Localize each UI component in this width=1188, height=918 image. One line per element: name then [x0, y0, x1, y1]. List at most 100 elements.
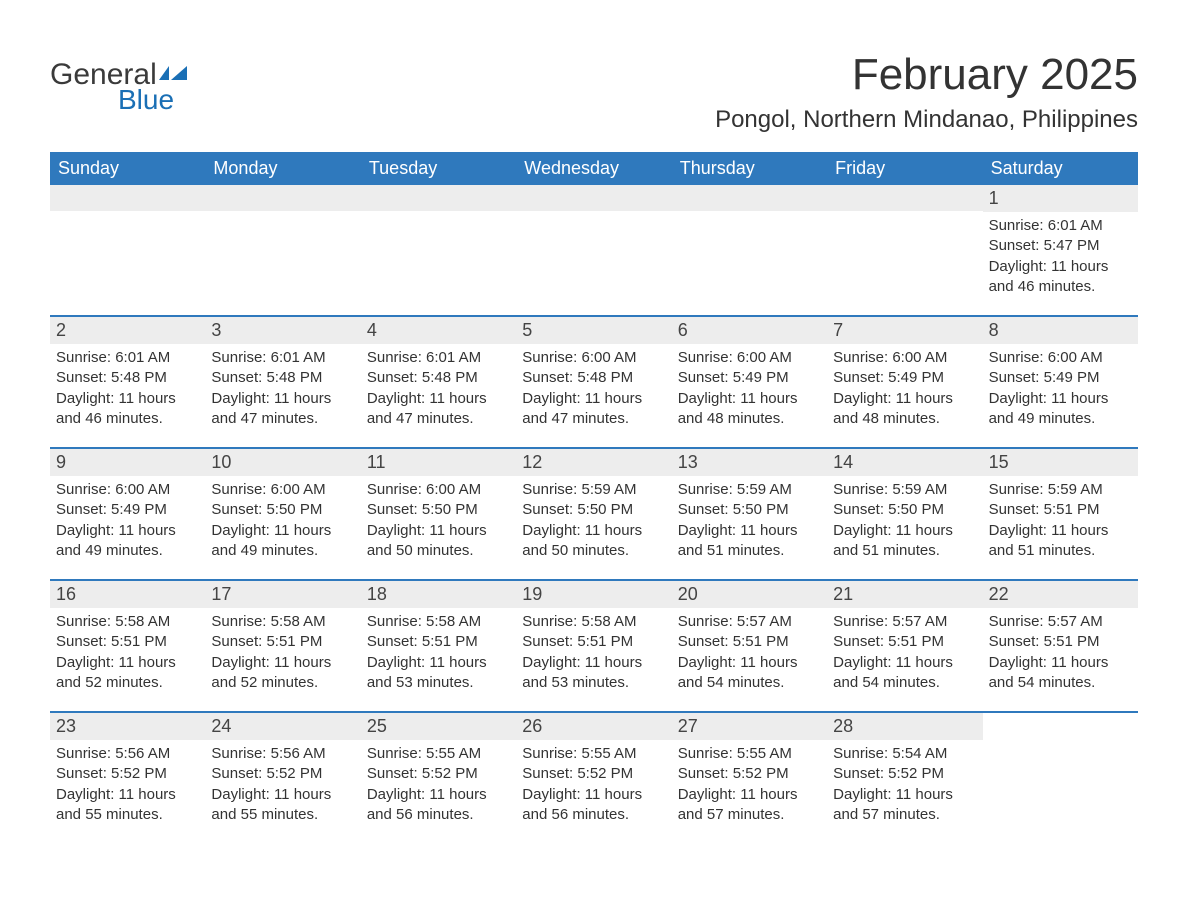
- sunset-text: Sunset: 5:50 PM: [211, 500, 354, 520]
- title-block: February 2025 Pongol, Northern Mindanao,…: [715, 50, 1138, 134]
- day-details: Sunrise: 6:00 AMSunset: 5:49 PMDaylight:…: [831, 348, 976, 429]
- calendar-week: 2Sunrise: 6:01 AMSunset: 5:48 PMDaylight…: [50, 315, 1138, 447]
- sunset-text: Sunset: 5:52 PM: [522, 764, 665, 784]
- day-cell: 20 Sunrise: 5:57 AMSunset: 5:51 PMDayligh…: [672, 581, 827, 711]
- sunrise-text: Sunrise: 5:57 AM: [989, 612, 1132, 632]
- day-cell: 2 Sunrise: 6:01 AMSunset: 5:48 PMDaylight…: [50, 317, 205, 447]
- day-cell: 16Sunrise: 5:58 AMSunset: 5:51 PMDayligh…: [50, 581, 205, 711]
- day-cell: 8Sunrise: 6:00 AMSunset: 5:49 PMDaylight…: [983, 317, 1138, 447]
- daylight-text: Daylight: 11 hours and 49 minutes.: [211, 521, 354, 562]
- daylight-text: Daylight: 11 hours and 54 minutes.: [678, 653, 821, 694]
- sunrise-text: Sunrise: 6:00 AM: [989, 348, 1132, 368]
- sunrise-text: Sunrise: 6:00 AM: [56, 480, 199, 500]
- brand-logo: General Blue: [50, 50, 187, 114]
- sunrise-text: Sunrise: 6:00 AM: [678, 348, 821, 368]
- day-details: Sunrise: 6:01 AMSunset: 5:48 PMDaylight:…: [365, 348, 510, 429]
- day-cell: 1Sunrise: 6:01 AMSunset: 5:47 PMDaylight…: [983, 185, 1138, 315]
- day-number: 14: [827, 449, 982, 476]
- day-cell: [205, 185, 360, 315]
- day-number: 24: [205, 713, 360, 740]
- day-cell: 22Sunrise: 5:57 AMSunset: 5:51 PMDayligh…: [983, 581, 1138, 711]
- day-number: 5: [516, 317, 671, 344]
- page-header: General Blue February 2025 Pongol, North…: [50, 50, 1138, 134]
- day-number: 26: [516, 713, 671, 740]
- day-cell: 7Sunrise: 6:00 AMSunset: 5:49 PMDaylight…: [827, 317, 982, 447]
- sunset-text: Sunset: 5:51 PM: [56, 632, 199, 652]
- day-cell: 17Sunrise: 5:58 AMSunset: 5:51 PMDayligh…: [205, 581, 360, 711]
- daylight-text: Daylight: 11 hours and 50 minutes.: [522, 521, 665, 562]
- daylight-text: Daylight: 11 hours and 57 minutes.: [678, 785, 821, 826]
- daylight-text: Daylight: 11 hours and 49 minutes.: [989, 389, 1132, 430]
- day-number: 28: [827, 713, 982, 740]
- weeks-container: 1Sunrise: 6:01 AMSunset: 5:47 PMDaylight…: [50, 185, 1138, 843]
- day-details: Sunrise: 6:01 AMSunset: 5:48 PMDaylight:…: [54, 348, 199, 429]
- day-cell: 5 Sunrise: 6:00 AMSunset: 5:48 PMDaylight…: [516, 317, 671, 447]
- daylight-text: Daylight: 11 hours and 54 minutes.: [833, 653, 976, 694]
- calendar: Sunday Monday Tuesday Wednesday Thursday…: [50, 152, 1138, 843]
- sunrise-text: Sunrise: 5:58 AM: [522, 612, 665, 632]
- weekday-monday: Monday: [205, 152, 360, 185]
- day-number: 3: [205, 317, 360, 344]
- day-details: Sunrise: 5:58 AMSunset: 5:51 PMDaylight:…: [209, 612, 354, 693]
- day-number: [672, 185, 827, 211]
- day-number: 20: [672, 581, 827, 608]
- day-details: Sunrise: 5:55 AMSunset: 5:52 PMDaylight:…: [676, 744, 821, 825]
- sunset-text: Sunset: 5:51 PM: [833, 632, 976, 652]
- day-number: 2: [50, 317, 205, 344]
- day-details: Sunrise: 6:01 AMSunset: 5:47 PMDaylight:…: [987, 216, 1132, 297]
- daylight-text: Daylight: 11 hours and 47 minutes.: [522, 389, 665, 430]
- day-details: Sunrise: 5:54 AMSunset: 5:52 PMDaylight:…: [831, 744, 976, 825]
- day-number: 27: [672, 713, 827, 740]
- day-number: 4: [361, 317, 516, 344]
- calendar-week: 9Sunrise: 6:00 AMSunset: 5:49 PMDaylight…: [50, 447, 1138, 579]
- weekday-wednesday: Wednesday: [516, 152, 671, 185]
- weekday-sunday: Sunday: [50, 152, 205, 185]
- day-cell: 19Sunrise: 5:58 AMSunset: 5:51 PMDayligh…: [516, 581, 671, 711]
- day-details: Sunrise: 5:59 AMSunset: 5:50 PMDaylight:…: [676, 480, 821, 561]
- sunset-text: Sunset: 5:50 PM: [522, 500, 665, 520]
- day-cell: 15Sunrise: 5:59 AMSunset: 5:51 PMDayligh…: [983, 449, 1138, 579]
- sunset-text: Sunset: 5:50 PM: [367, 500, 510, 520]
- calendar-week: 1Sunrise: 6:01 AMSunset: 5:47 PMDaylight…: [50, 185, 1138, 315]
- day-details: Sunrise: 6:00 AMSunset: 5:49 PMDaylight:…: [676, 348, 821, 429]
- day-details: Sunrise: 6:00 AMSunset: 5:49 PMDaylight:…: [987, 348, 1132, 429]
- sunrise-text: Sunrise: 5:59 AM: [522, 480, 665, 500]
- sunrise-text: Sunrise: 5:56 AM: [211, 744, 354, 764]
- day-details: Sunrise: 6:00 AMSunset: 5:49 PMDaylight:…: [54, 480, 199, 561]
- sunrise-text: Sunrise: 6:00 AM: [211, 480, 354, 500]
- sunrise-text: Sunrise: 5:57 AM: [678, 612, 821, 632]
- day-number: 18: [361, 581, 516, 608]
- day-cell: 12Sunrise: 5:59 AMSunset: 5:50 PMDayligh…: [516, 449, 671, 579]
- calendar-week: 16Sunrise: 5:58 AMSunset: 5:51 PMDayligh…: [50, 579, 1138, 711]
- day-number: 11: [361, 449, 516, 476]
- day-details: Sunrise: 5:55 AMSunset: 5:52 PMDaylight:…: [365, 744, 510, 825]
- day-details: Sunrise: 5:59 AMSunset: 5:50 PMDaylight:…: [831, 480, 976, 561]
- sunrise-text: Sunrise: 5:58 AM: [367, 612, 510, 632]
- sunset-text: Sunset: 5:49 PM: [989, 368, 1132, 388]
- sunset-text: Sunset: 5:50 PM: [833, 500, 976, 520]
- day-number: 25: [361, 713, 516, 740]
- logo-flag-icon: [159, 66, 187, 84]
- daylight-text: Daylight: 11 hours and 55 minutes.: [211, 785, 354, 826]
- day-details: Sunrise: 6:00 AMSunset: 5:48 PMDaylight:…: [520, 348, 665, 429]
- day-details: Sunrise: 5:56 AMSunset: 5:52 PMDaylight:…: [54, 744, 199, 825]
- sunset-text: Sunset: 5:52 PM: [56, 764, 199, 784]
- sunset-text: Sunset: 5:51 PM: [678, 632, 821, 652]
- sunrise-text: Sunrise: 5:59 AM: [833, 480, 976, 500]
- sunrise-text: Sunrise: 6:00 AM: [522, 348, 665, 368]
- day-cell: [516, 185, 671, 315]
- sunset-text: Sunset: 5:49 PM: [56, 500, 199, 520]
- weekday-thursday: Thursday: [672, 152, 827, 185]
- sunset-text: Sunset: 5:47 PM: [989, 236, 1132, 256]
- sunset-text: Sunset: 5:48 PM: [367, 368, 510, 388]
- sunset-text: Sunset: 5:52 PM: [211, 764, 354, 784]
- day-cell: [983, 713, 1138, 843]
- day-number: 13: [672, 449, 827, 476]
- sunset-text: Sunset: 5:52 PM: [833, 764, 976, 784]
- day-number: 16: [50, 581, 205, 608]
- sunrise-text: Sunrise: 6:01 AM: [56, 348, 199, 368]
- daylight-text: Daylight: 11 hours and 48 minutes.: [678, 389, 821, 430]
- day-number: [361, 185, 516, 211]
- day-details: Sunrise: 5:57 AMSunset: 5:51 PMDaylight:…: [676, 612, 821, 693]
- sunrise-text: Sunrise: 5:57 AM: [833, 612, 976, 632]
